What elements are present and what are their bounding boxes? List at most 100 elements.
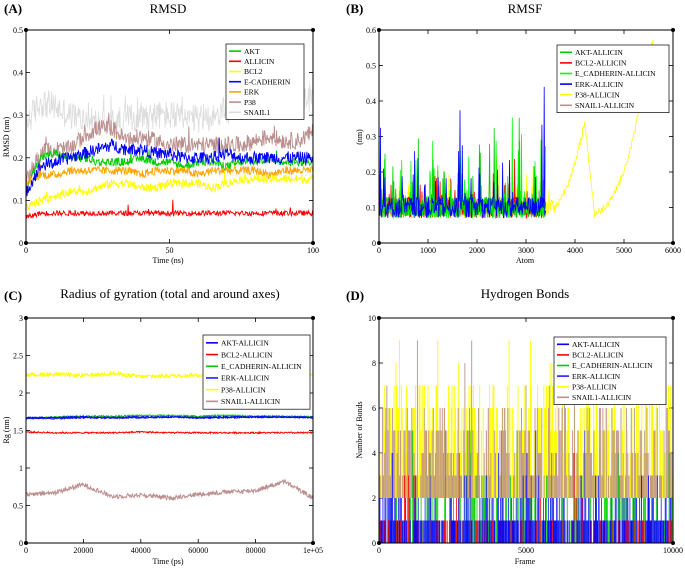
panel-a-title: RMSD [150,1,187,16]
y-tick-label: 0.3 [13,111,23,120]
legend-label: P38-ALLICIN [572,382,617,391]
y-tick-label: 0.3 [366,133,376,142]
x-tick-label: 1000 [420,246,436,255]
panel-a-ylabel: RMSD (nm) [2,117,11,158]
series-line-p38 [25,112,314,184]
legend-label: SNAIL1-ALLICIN [575,101,635,110]
y-tick-label: 0.4 [366,97,376,106]
legend-label: ERK [244,88,260,97]
y-tick-label: 2.5 [13,352,23,361]
legend-label: BCL2-ALLICIN [575,59,627,68]
panel-d-title: Hydrogen Bonds [481,286,569,301]
legend-label: E_CADHERIN-ALLICIN [572,361,653,370]
corner-dot [311,241,315,245]
series-line-bcl2-allicin [25,430,314,435]
corner-dot [671,28,675,32]
y-tick-label: 0 [372,539,376,548]
panel-c-plot: 0 20000 40000 60000 80000 1e+05 0 0.5 1 1.5 2 2.5 3 A… [13,314,323,555]
corner-dot [311,316,315,320]
y-tick-label: 0.5 [13,502,23,511]
panel-b-plot: 0 1000 2000 3000 4000 5000 6000 0 0.1 0.2 0.3 0.4 0.… [366,26,681,255]
panel-d-plot: 0 5000 10000 0 2 4 6 8 10 AKT-ALLICIN BCL2-ALLICIN… [368,314,683,555]
panel-b-title: RMSF [508,1,543,16]
y-tick-label: 0.5 [13,26,23,35]
panel-b-tag: (B) [346,1,363,16]
series-line-e-cadherin [25,137,314,197]
corner-dot [24,316,28,320]
series-line-akt-allicin [378,117,546,219]
y-tick-label: 0.2 [366,168,376,177]
x-tick-label: 0 [24,546,28,555]
series-line-bcl2 [25,170,314,211]
series-line-akt-allicin [25,414,314,420]
x-tick-label: 0 [377,546,381,555]
legend-label: ERK-ALLICIN [575,80,624,89]
x-tick-label: 3000 [518,246,534,255]
y-tick-label: 1.5 [13,427,23,436]
corner-dot [377,316,381,320]
y-tick-label: 0.2 [13,154,23,163]
corner-dot [24,28,28,32]
panel-c-tag: (C) [4,288,22,303]
legend-label: AKT-ALLICIN [572,340,620,349]
x-tick-label: 6000 [665,246,681,255]
y-tick-label: 0.4 [13,69,23,78]
plot-frame [378,29,674,244]
x-tick-label: 20000 [73,546,93,555]
x-tick-label: 60000 [188,546,208,555]
series-line-erk-allicin [378,86,546,219]
panel-c: (C) Radius of gyration (total and around… [2,286,323,566]
corner-dot [671,316,675,320]
panel-b-ylabel: (nm) [355,129,364,145]
y-tick-label: 3 [19,314,23,323]
y-tick-label: 10 [368,314,376,323]
x-tick-label: 50 [166,246,174,255]
legend-label: E_CADHERIN-ALLICIN [221,362,302,371]
y-tick-label: 0 [19,239,23,248]
panel-c-xlabel: Time (ps) [152,557,183,566]
legend-label: P38-ALLICIN [575,90,620,99]
x-tick-label: 100 [307,246,319,255]
plot-frame [25,29,314,244]
series-line-erk [25,164,314,187]
x-tick-label: 4000 [567,246,583,255]
x-tick-label: 2000 [469,246,485,255]
plot-frame [25,317,314,544]
corner-dot [377,241,381,245]
series-line-allicin [25,199,313,219]
legend-box [202,334,311,410]
panel-d-ylabel: Number of Bonds [355,401,364,458]
panel-b: (B) RMSF 0 1000 2000 3000 4000 5000 6000 0 0.1 0.… [346,1,681,265]
y-tick-label: 8 [372,359,376,368]
legend-label: BCL2 [244,67,263,76]
corner-dot [671,241,675,245]
y-tick-label: 1 [19,464,23,473]
panel-a-tag: (A) [4,1,22,16]
x-tick-label: 80000 [246,546,266,555]
legend-label: ERK-ALLICIN [221,374,270,383]
x-tick-label: 0 [24,246,28,255]
legend-label: AKT-ALLICIN [575,48,623,57]
panel-d-tag: (D) [346,288,364,303]
x-tick-label: 10000 [663,546,683,555]
x-tick-label: 5000 [616,246,632,255]
legend-label: E-CADHERIN [244,77,291,86]
legend-box [553,336,667,405]
x-tick-label: 5000 [518,546,534,555]
panel-a-plot: 0 50 100 0 0.1 0.2 0.3 0.4 0.5 AKTALLICINBCL2E-CA… [13,26,319,255]
x-tick-label: 40000 [131,546,151,555]
y-tick-label: 2 [372,494,376,503]
y-tick-label: 0 [19,539,23,548]
corner-dot [311,541,315,545]
series-line-snail1-allicin [25,478,314,501]
y-tick-label: 0 [372,239,376,248]
panel-a: (A) RMSD 0 50 100 0 0.1 0.2 0.3 0.4 0.5 AKTALLICI… [2,1,319,265]
x-tick-label: 0 [377,246,381,255]
y-tick-label: 0.1 [13,196,23,205]
legend-label: SNAIL1-ALLICIN [572,393,632,402]
legend-label: SNAIL1 [244,108,270,117]
panel-d: (D) Hydrogen Bonds 0 5000 10000 0 2 4 6 8 10 AKT-… [346,286,683,566]
corner-dot [311,28,315,32]
legend-label: E_CADHERIN-ALLICIN [575,69,656,78]
